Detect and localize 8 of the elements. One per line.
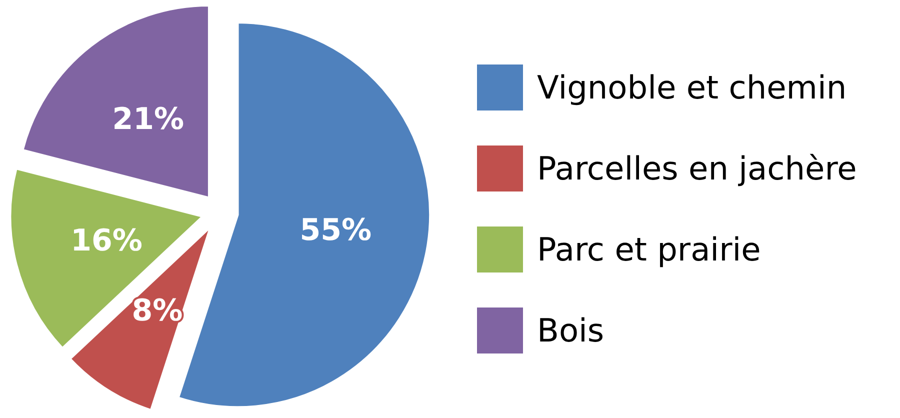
legend-label: Parc et prairie: [537, 230, 761, 268]
legend-label: Parcelles en jachère: [537, 150, 857, 188]
data-label: 8%: [132, 293, 183, 328]
data-label: 16%: [70, 224, 142, 259]
legend-label: Vignoble et chemin: [537, 68, 847, 106]
data-label: 21%: [112, 102, 184, 137]
legend-label: Bois: [537, 312, 604, 350]
data-label: 55%: [300, 212, 372, 248]
